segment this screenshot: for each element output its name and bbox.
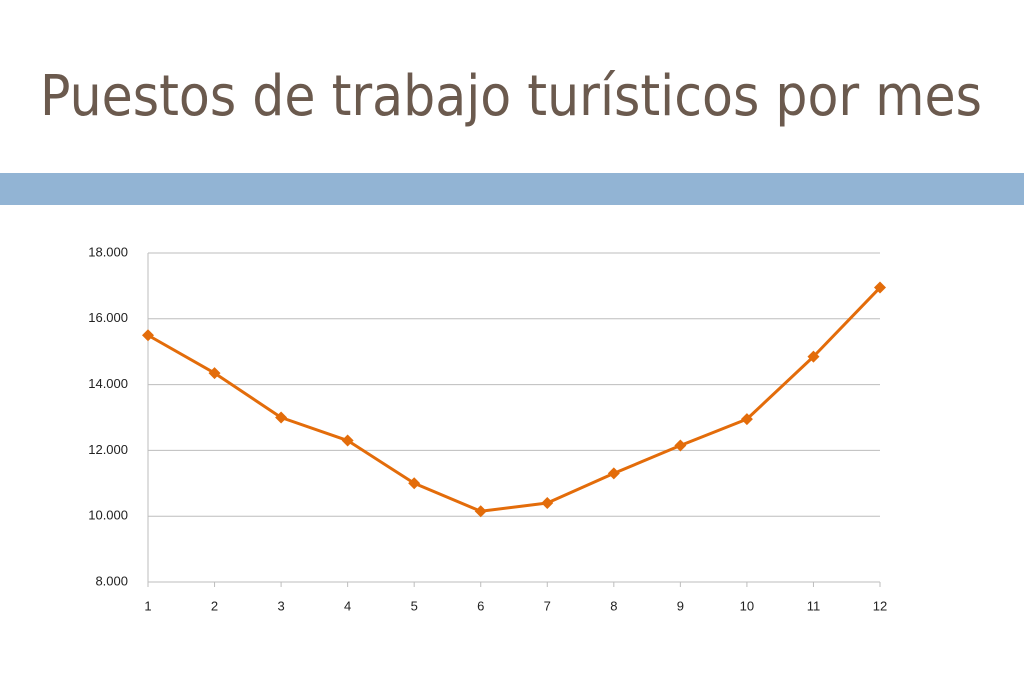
x-tick-label: 10	[740, 598, 754, 613]
data-marker	[408, 477, 421, 490]
banner	[0, 173, 1024, 205]
data-marker	[541, 497, 554, 510]
x-tick-label: 4	[344, 598, 351, 613]
data-marker	[807, 350, 820, 363]
data-marker	[142, 329, 154, 342]
y-tick-label: 16.000	[88, 310, 128, 325]
data-marker	[208, 367, 221, 380]
x-tick-label: 8	[610, 598, 617, 613]
data-line	[147, 286, 882, 513]
x-tick-label: 11	[807, 598, 821, 613]
x-tick-label: 12	[873, 598, 887, 613]
data-marker	[674, 439, 687, 452]
y-tick-label: 14.000	[88, 376, 128, 391]
x-tick-label: 1	[144, 598, 151, 613]
data-marker	[740, 413, 753, 426]
data-marker	[341, 434, 354, 447]
chart-title: Puestos de trabajo turísticos por mes	[40, 64, 982, 129]
y-tick-label: 10.000	[88, 508, 128, 523]
x-tick-label: 3	[277, 598, 284, 613]
x-tick-label: 2	[211, 598, 218, 613]
x-tick-label: 9	[677, 598, 684, 613]
data-marker	[874, 281, 886, 294]
data-marker	[474, 505, 487, 518]
x-tick-label: 5	[411, 598, 418, 613]
data-marker	[275, 411, 288, 424]
data-marker	[607, 467, 620, 480]
y-tick-label: 12.000	[88, 442, 128, 457]
x-tick-label: 6	[477, 598, 484, 613]
x-tick-label: 7	[544, 598, 551, 613]
y-tick-label: 8.000	[95, 573, 128, 588]
y-tick-label: 18.000	[88, 244, 128, 259]
